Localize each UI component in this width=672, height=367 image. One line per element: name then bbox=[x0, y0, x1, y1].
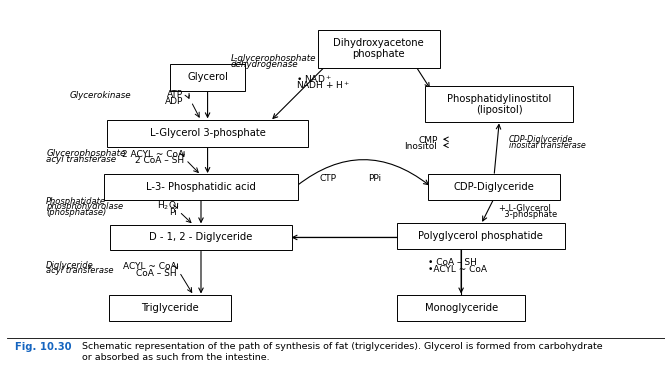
Text: CDP-Diglyceride: CDP-Diglyceride bbox=[454, 182, 534, 192]
FancyBboxPatch shape bbox=[428, 174, 560, 200]
Text: L-glycerophosphate: L-glycerophosphate bbox=[230, 54, 316, 63]
Text: L-Glycerol 3-phosphate: L-Glycerol 3-phosphate bbox=[150, 128, 265, 138]
Text: Schematic representation of the path of synthesis of fat (triglycerides). Glycer: Schematic representation of the path of … bbox=[76, 342, 603, 352]
Text: Glycerokinase: Glycerokinase bbox=[69, 91, 131, 100]
Text: ACYL ~ CoA: ACYL ~ CoA bbox=[123, 262, 177, 271]
Text: acyl transferase: acyl transferase bbox=[46, 266, 114, 275]
Text: CoA – SH: CoA – SH bbox=[136, 269, 177, 278]
Text: 2 ACYL ~ CoA: 2 ACYL ~ CoA bbox=[122, 149, 185, 159]
Text: H$_2$O: H$_2$O bbox=[157, 200, 177, 212]
Text: inosital transferase: inosital transferase bbox=[509, 141, 585, 149]
Text: or absorbed as such from the intestine.: or absorbed as such from the intestine. bbox=[76, 353, 269, 361]
Text: Glycerophosphate: Glycerophosphate bbox=[46, 149, 126, 158]
Text: 2 CoA – SH: 2 CoA – SH bbox=[135, 156, 185, 166]
FancyBboxPatch shape bbox=[397, 223, 565, 248]
Text: Monoglyceride: Monoglyceride bbox=[425, 302, 498, 313]
Text: • NAD$^+$: • NAD$^+$ bbox=[296, 73, 333, 85]
Text: ATP: ATP bbox=[167, 90, 183, 99]
Text: ADP: ADP bbox=[165, 97, 183, 106]
FancyBboxPatch shape bbox=[107, 120, 308, 147]
Text: • CoA – SH: • CoA – SH bbox=[428, 258, 477, 267]
FancyBboxPatch shape bbox=[110, 225, 292, 250]
Text: Dihydroxyacetone
phosphate: Dihydroxyacetone phosphate bbox=[333, 38, 424, 59]
FancyBboxPatch shape bbox=[170, 64, 245, 91]
Text: 3-phosphate: 3-phosphate bbox=[499, 210, 558, 219]
FancyBboxPatch shape bbox=[425, 86, 573, 122]
Text: Phosphatidylinostitol
(lipositol): Phosphatidylinostitol (lipositol) bbox=[447, 94, 552, 115]
Text: Phosphatidate: Phosphatidate bbox=[46, 197, 106, 206]
Text: phosphohydrolase: phosphohydrolase bbox=[46, 202, 124, 211]
Text: •ACYL ~ CoA: •ACYL ~ CoA bbox=[428, 265, 487, 274]
Text: PPi: PPi bbox=[368, 174, 381, 184]
FancyBboxPatch shape bbox=[318, 30, 439, 68]
FancyBboxPatch shape bbox=[397, 295, 526, 320]
Text: CMP: CMP bbox=[418, 136, 437, 145]
FancyBboxPatch shape bbox=[109, 295, 231, 320]
Text: Polyglycerol phosphatide: Polyglycerol phosphatide bbox=[419, 230, 544, 241]
Text: Inositol: Inositol bbox=[405, 142, 437, 151]
Text: D - 1, 2 - Diglyceride: D - 1, 2 - Diglyceride bbox=[149, 232, 253, 243]
Text: + L-Glycerol: + L-Glycerol bbox=[499, 204, 551, 213]
Text: (phosphatase): (phosphatase) bbox=[46, 208, 106, 217]
Text: acyl transferase: acyl transferase bbox=[46, 155, 116, 164]
Text: Pi: Pi bbox=[169, 208, 177, 217]
Text: Fig. 10.30: Fig. 10.30 bbox=[15, 342, 71, 352]
FancyBboxPatch shape bbox=[104, 174, 298, 200]
Text: CTP: CTP bbox=[320, 174, 337, 184]
Text: Triglyceride: Triglyceride bbox=[141, 302, 199, 313]
Text: Diglyceride: Diglyceride bbox=[46, 261, 94, 270]
Text: NADH + H$^+$: NADH + H$^+$ bbox=[296, 80, 351, 91]
Text: Glycerol: Glycerol bbox=[187, 72, 228, 83]
Text: dehydrogenase: dehydrogenase bbox=[230, 59, 298, 69]
Text: L-3- Phosphatidic acid: L-3- Phosphatidic acid bbox=[146, 182, 256, 192]
Text: CDP-Diglyceride: CDP-Diglyceride bbox=[509, 135, 573, 144]
